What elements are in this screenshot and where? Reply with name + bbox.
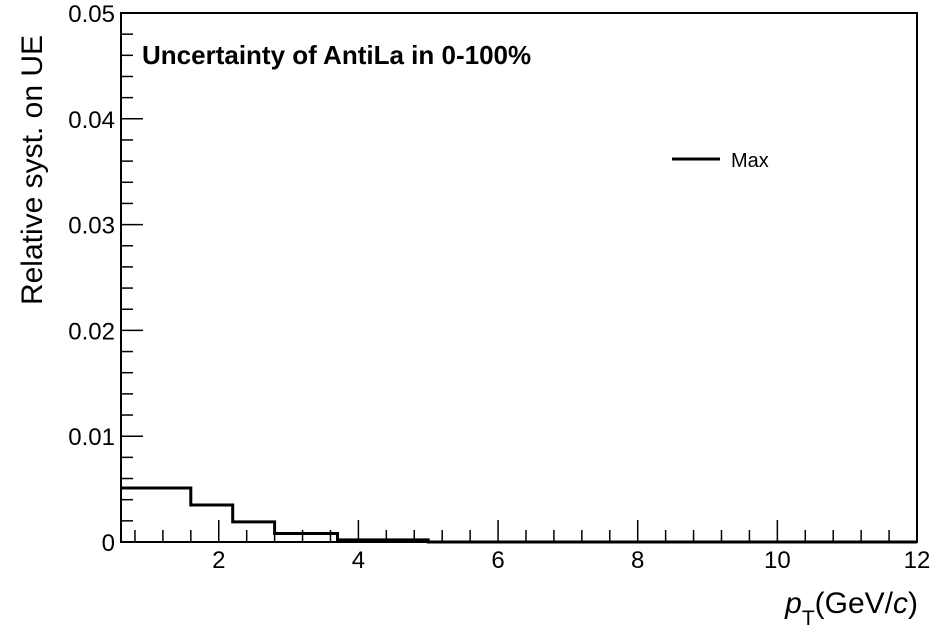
x-tick-label: 4	[352, 547, 365, 574]
legend-label-max: Max	[731, 150, 769, 172]
x-axis-symbol: p	[784, 587, 802, 620]
y-tick-label: 0	[102, 530, 115, 557]
series-line-max	[121, 486, 917, 544]
x-tick-label: 12	[904, 547, 931, 574]
x-tick-label: 2	[212, 547, 225, 574]
y-tick-label: 0.05	[68, 1, 115, 28]
y-axis-title: Relative syst. on UE	[16, 35, 49, 305]
x-axis-unit-prefix: (GeV/	[815, 587, 894, 620]
y-tick-label: 0.03	[68, 213, 115, 240]
x-axis-title: pT(GeV/c)	[784, 587, 918, 630]
plot-frame	[120, 12, 918, 543]
x-tick-label: 6	[491, 547, 504, 574]
x-axis-unit-suffix: )	[908, 587, 918, 620]
x-tick-label: 10	[764, 547, 791, 574]
chart-title: Uncertainty of AntiLa in 0-100%	[142, 40, 531, 70]
y-tick-label: 0.04	[68, 107, 115, 134]
legend: Max	[672, 150, 769, 172]
x-axis-unit-italic: c	[893, 587, 908, 620]
x-tick-label: 8	[631, 547, 644, 574]
x-axis-subscript: T	[802, 607, 815, 630]
y-tick-label: 0.01	[68, 424, 115, 451]
y-tick-label: 0.02	[68, 318, 115, 345]
